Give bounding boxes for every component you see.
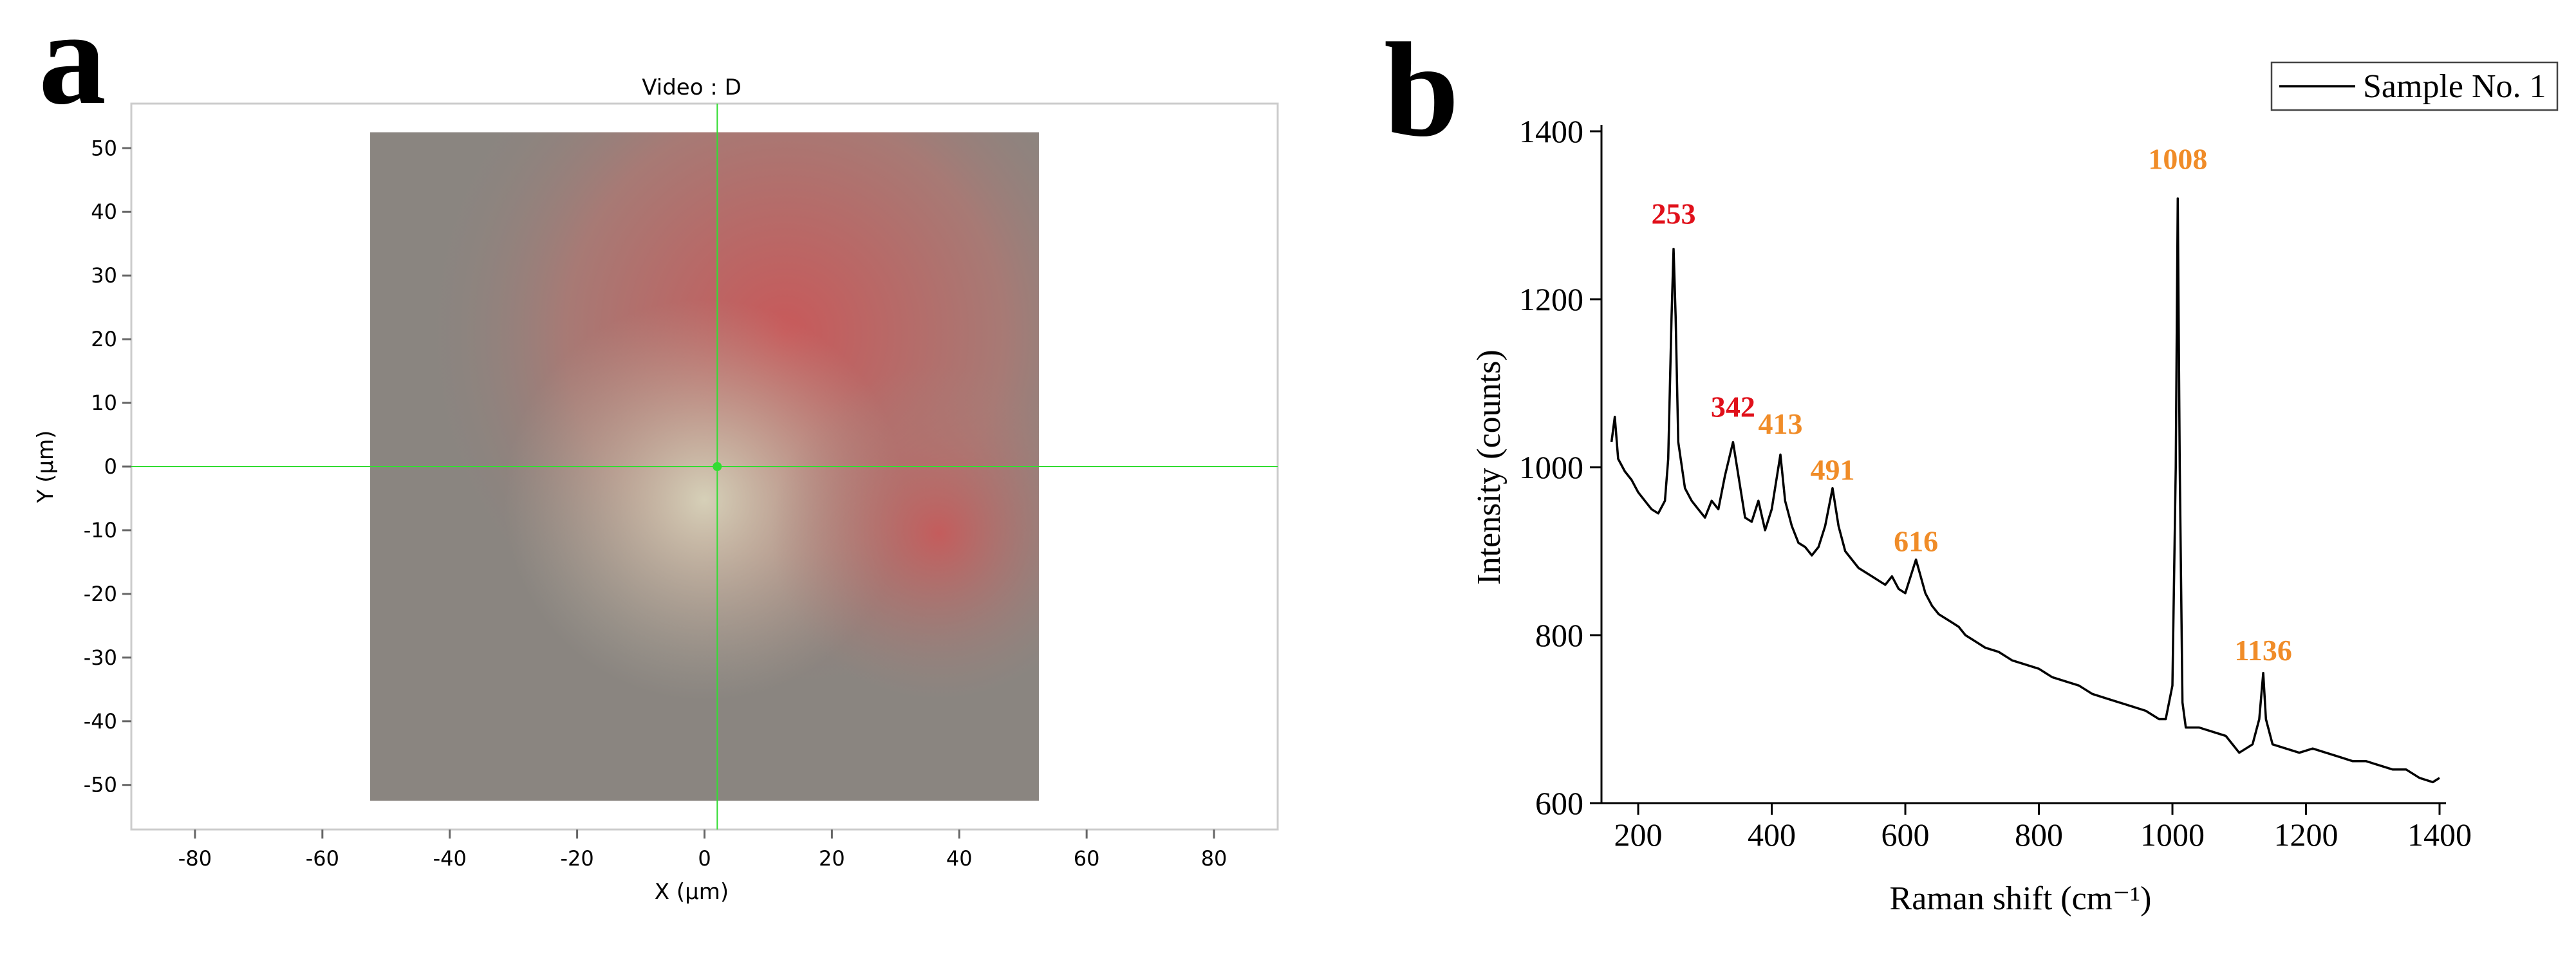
y-tick-label: 20 <box>91 327 117 351</box>
y-tick-label: 1400 <box>1519 113 1583 149</box>
y-axis-label: Y (µm) <box>33 431 59 504</box>
x-tick-label: 40 <box>946 846 973 871</box>
y-axis-label: Intensity (counts) <box>1471 349 1507 584</box>
y-tick-label: 0 <box>104 454 117 479</box>
y-tick-label: 600 <box>1535 785 1583 821</box>
x-axis-label: Raman shift (cm⁻¹) <box>1890 880 2152 917</box>
x-tick-label: 800 <box>2015 817 2063 853</box>
peak-label: 413 <box>1759 407 1803 440</box>
x-tick-label: 1200 <box>2274 817 2338 853</box>
panel-a: Video : D -80 -60 -40 -20 0 20 40 60 80 -50 -40 -30 -… <box>33 75 1279 905</box>
y-tick-label: -40 <box>84 709 117 734</box>
y-tick-label: 30 <box>91 263 117 288</box>
y-tick-label: -10 <box>84 518 117 542</box>
peak-label: 616 <box>1894 525 1938 558</box>
x-tick-label: 80 <box>1201 846 1227 871</box>
crosshair-center <box>713 462 722 471</box>
panel-label: b <box>1384 15 1459 165</box>
peak-label: 491 <box>1810 454 1854 487</box>
x-tick-label: -40 <box>433 846 467 871</box>
x-tick-label: 200 <box>1614 817 1663 853</box>
y-tick-label: 40 <box>91 199 117 224</box>
spectrum-line <box>1610 197 2440 784</box>
peak-label: 1008 <box>2148 143 2207 176</box>
x-tick-label: 1400 <box>2407 817 2472 853</box>
chart-title: Video : D <box>642 75 742 100</box>
y-tick-label: -30 <box>84 645 117 670</box>
x-tick-label: -20 <box>560 846 593 871</box>
y-tick-label: 50 <box>91 136 117 160</box>
x-tick-label: -60 <box>306 846 339 871</box>
x-tick-label: 20 <box>819 846 845 871</box>
peak-label: 1136 <box>2234 634 2291 667</box>
x-tick-label: 600 <box>1881 817 1930 853</box>
legend-label: Sample No. 1 <box>2363 68 2546 105</box>
y-tick-label: -20 <box>84 582 117 606</box>
y-tick-label: 1200 <box>1519 281 1583 317</box>
panel-b: 200 400 600 800 1000 1200 1400 600 800 1000 1200 14… <box>1471 61 2559 917</box>
x-axis-label: X (µm) <box>655 879 729 905</box>
x-tick-label: 0 <box>698 846 711 871</box>
peak-label: 253 <box>1652 198 1696 230</box>
peak-label: 342 <box>1711 391 1755 423</box>
y-tick-label: -50 <box>84 773 117 797</box>
y-tick-label: 1000 <box>1519 449 1583 485</box>
x-tick-label: 400 <box>1748 817 1796 853</box>
x-tick-label: 1000 <box>2140 817 2205 853</box>
panel-label: a <box>39 0 106 133</box>
y-tick-label: 10 <box>91 391 117 415</box>
y-tick-label: 800 <box>1535 617 1583 653</box>
x-tick-label: -80 <box>178 846 212 871</box>
x-tick-label: 60 <box>1074 846 1100 871</box>
